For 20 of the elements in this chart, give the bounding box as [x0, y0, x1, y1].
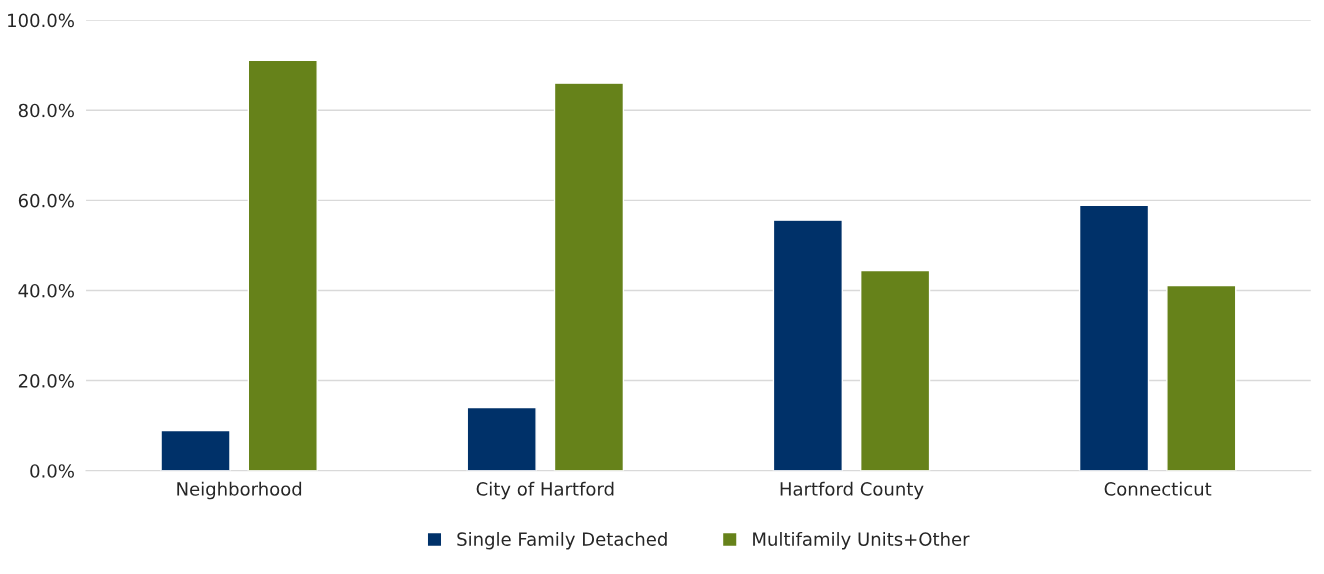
bar [859, 269, 931, 471]
legend-label: Multifamily Units+Other [753, 531, 970, 550]
bar [1166, 284, 1237, 471]
x-tick-label: Connecticut [1104, 481, 1212, 496]
bar [466, 406, 537, 471]
bar [553, 82, 625, 471]
y-tick-label: 100.0% [8, 13, 74, 28]
x-tick-label: City of Hartford [476, 481, 614, 500]
y-tick-label: 40.0% [18, 283, 74, 298]
legend-label: Single Family Detached [457, 531, 667, 550]
bar [160, 429, 231, 471]
x-tick-label: Hartford County [780, 481, 924, 500]
y-tick-label: 60.0% [18, 193, 74, 208]
x-tick-label: Neighborhood [177, 481, 302, 500]
bar [247, 59, 318, 471]
bar [1078, 204, 1150, 471]
bar [772, 219, 844, 471]
y-tick-label: 80.0% [18, 103, 74, 118]
y-tick-label: 0.0% [30, 464, 74, 478]
y-tick-label: 20.0% [18, 374, 74, 388]
